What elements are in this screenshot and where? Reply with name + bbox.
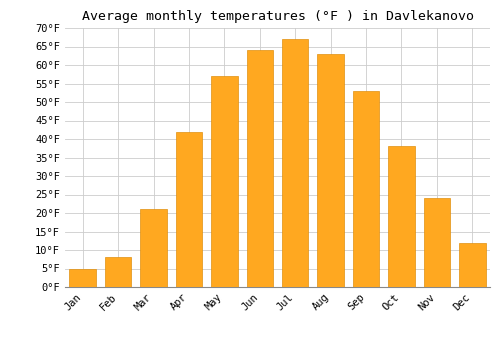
Bar [140,209,167,287]
Bar [424,198,450,287]
Bar [246,50,273,287]
Bar [211,76,238,287]
Title: Average monthly temperatures (°F ) in Davlekanovo: Average monthly temperatures (°F ) in Da… [82,10,473,23]
Bar [282,39,308,287]
Bar [353,91,380,287]
Bar [105,257,132,287]
Bar [70,268,96,287]
Bar [318,54,344,287]
Bar [459,243,485,287]
Bar [176,132,202,287]
Bar [388,146,414,287]
